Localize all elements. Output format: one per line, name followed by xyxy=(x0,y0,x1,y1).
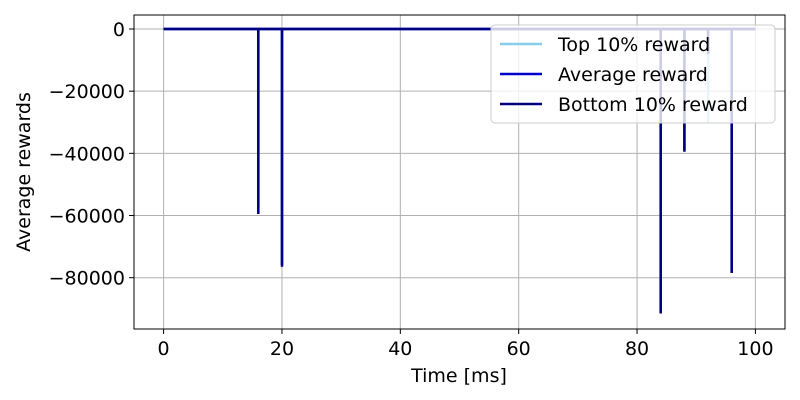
legend-label: Average reward xyxy=(558,64,708,86)
plot-frame xyxy=(133,14,786,330)
x-tick-label: 60 xyxy=(507,338,531,360)
legend-label: Bottom 10% reward xyxy=(558,94,748,116)
y-axis-label: Average rewards xyxy=(13,92,35,252)
y-tick-label: −20000 xyxy=(49,81,125,103)
x-tick-label: 20 xyxy=(270,338,294,360)
legend-label: Top 10% reward xyxy=(557,34,710,56)
y-tick-label: −60000 xyxy=(49,206,125,228)
x-axis-label: Time [ms] xyxy=(410,365,507,387)
x-tick-label: 80 xyxy=(625,338,649,360)
x-tick-label: 0 xyxy=(158,338,170,360)
x-tick-label: 40 xyxy=(388,338,412,360)
y-tick-label: −40000 xyxy=(49,143,125,165)
y-tick-label: 0 xyxy=(113,19,125,41)
legend: Top 10% reward Average reward Bottom 10% r… xyxy=(490,24,776,124)
y-tick-label: −80000 xyxy=(49,268,125,290)
axis-ticks: 0 20 40 60 80 100 0 −20000 −40000 −60000 −80000 xyxy=(49,19,774,360)
legend-box xyxy=(490,24,776,124)
x-tick-label: 100 xyxy=(737,338,773,360)
